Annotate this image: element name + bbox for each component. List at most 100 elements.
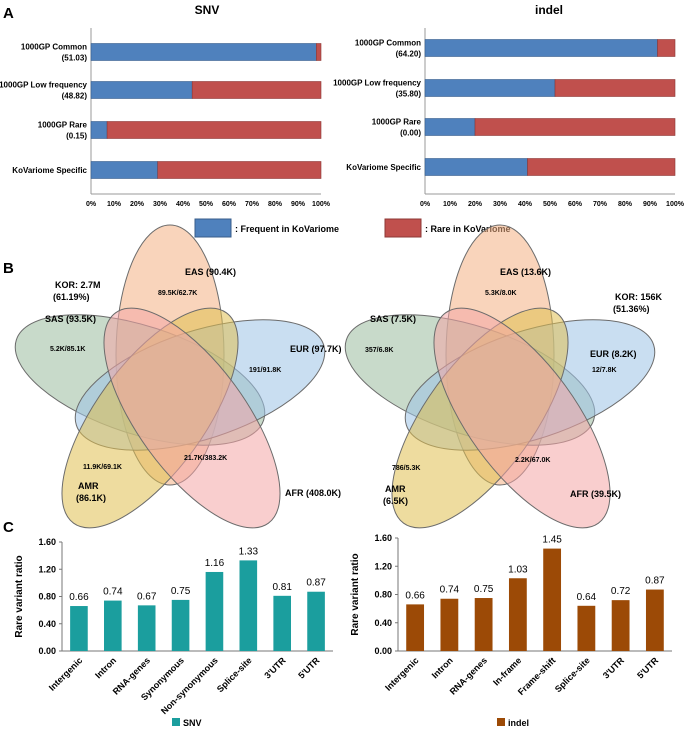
bar-indel-4 (543, 548, 562, 651)
x-tick-indel-7: 70% (593, 201, 608, 208)
category-label-snv-1-1: (48.82) (62, 92, 88, 101)
legend-swatch-snv (172, 718, 180, 726)
y-tick-indel-4: 1.60 (374, 533, 392, 543)
venn-set-label-snv-3-0: AMR (78, 481, 99, 491)
x-tick-snv-0: 0% (86, 201, 97, 208)
legend-panel-a: : Frequent in KoVariome : Rare in KoVario… (194, 218, 511, 238)
venn-set-label-indel-0-0: EAS (13.6K) (500, 267, 551, 277)
venn-value-snv-4: 21.7K/383.2K (184, 455, 227, 462)
category-label-snv-1-0: 1000GP Low frequency (0, 81, 88, 90)
bar-snv-3 (171, 599, 190, 651)
data-label-snv-2: 0.67 (137, 591, 157, 602)
bar-indel-frequent-0 (424, 39, 658, 57)
category-label-indel-3: In-frame (491, 655, 523, 687)
venn-diagram-indel: EAS (13.6K) SAS (7.5K) EUR (8.2K) AMR (6.5K)… (344, 224, 663, 529)
venn-set-label-indel-4-0: AFR (39.5K) (570, 489, 621, 499)
category-label-snv-3-0: KoVariome Specific (12, 166, 87, 175)
bar-snv-0 (70, 606, 88, 651)
bar-snv-rare-0 (316, 43, 322, 61)
bar-indel-2 (474, 598, 493, 651)
venn-value-indel-1: 357/6.8K (365, 347, 393, 354)
y-tick-snv-0: 0.00 (38, 646, 56, 656)
y-axis-label-snv: Rare variant ratio (14, 555, 25, 637)
y-tick-indel-1: 0.40 (374, 618, 392, 628)
x-tick-indel-3: 30% (493, 201, 508, 208)
category-label-indel-7: 5'UTR (635, 655, 661, 681)
bar-indel-rare-1 (554, 79, 676, 97)
bar-indel-rare-2 (474, 118, 676, 136)
x-tick-snv-7: 70% (245, 201, 260, 208)
venn-set-label-snv-1-0: SAS (93.5K) (45, 314, 96, 324)
category-label-indel-2-0: 1000GP Rare (372, 118, 422, 127)
category-label-indel-1-1: (35.80) (396, 90, 422, 99)
venn-diagram-snv: EAS (90.4K) SAS (93.5K) EUR (97.7K) AMR (86.… (14, 224, 342, 529)
y-tick-indel-0: 0.00 (374, 646, 392, 656)
category-label-snv-2-0: 1000GP Rare (38, 121, 88, 130)
bar-indel-3 (508, 578, 527, 651)
legend-swatch-rare (384, 218, 422, 238)
data-label-indel-5: 0.64 (577, 592, 597, 603)
category-label-snv-2-1: (0.15) (66, 132, 87, 141)
x-tick-snv-5: 50% (199, 201, 214, 208)
venn-value-indel-0: 5.3K/8.0K (485, 290, 517, 297)
venn-set-label-snv-5-1: (61.19%) (53, 292, 90, 302)
x-tick-snv-6: 60% (222, 201, 237, 208)
venn-set-label-indel-5-1: (51.36%) (613, 304, 650, 314)
category-label-snv-0: Intergenic (47, 655, 84, 692)
category-label-indel-6: 3'UTR (601, 655, 627, 681)
legend-label-snv: SNV (183, 718, 202, 728)
x-tick-snv-10: 100% (312, 201, 331, 208)
bar-indel-1 (440, 598, 459, 651)
bar-snv-6 (273, 595, 291, 651)
stacked-bar-chart-indel: indel 1000GP Common (64.20) 1000GP Low freq… (333, 3, 685, 208)
venn-set-label-indel-3-0: AMR (385, 484, 406, 494)
bar-chart-indel-ratio: 0.00 0.40 0.80 1.20 1.60 Rare variant ratio 0.… (350, 533, 672, 728)
x-tick-snv-8: 80% (268, 201, 283, 208)
chart-title-indel: indel (535, 3, 563, 17)
bar-indel-6 (611, 600, 630, 651)
y-tick-indel-3: 1.20 (374, 561, 392, 571)
venn-value-snv-0: 89.5K/62.7K (158, 290, 197, 297)
category-label-indel-1: Intron (430, 655, 455, 680)
legend-label-frequent: : Frequent in KoVariome (235, 224, 339, 234)
x-tick-indel-10: 100% (666, 201, 685, 208)
venn-set-label-indel-1-0: SAS (7.5K) (370, 314, 416, 324)
category-label-indel-0-1: (64.20) (396, 50, 422, 59)
data-label-snv-0: 0.66 (69, 592, 89, 603)
category-label-indel-5: Splice-site (553, 655, 592, 694)
bar-indel-5 (577, 605, 596, 651)
bar-indel-7 (645, 589, 664, 651)
legend-label-rare: : Rare in KoVariome (425, 224, 511, 234)
bar-snv-rare-3 (157, 161, 322, 179)
bar-indel-rare-0 (657, 39, 676, 57)
bar-snv-frequent-3 (90, 161, 158, 179)
bar-indel-0 (406, 604, 425, 651)
bar-indel-frequent-2 (424, 118, 476, 136)
bar-snv-rare-2 (106, 121, 322, 139)
bar-snv-5 (239, 560, 258, 651)
x-tick-indel-6: 60% (568, 201, 583, 208)
category-label-snv-4: Non-synonymous (159, 655, 220, 716)
x-tick-indel-0: 0% (420, 201, 431, 208)
y-tick-snv-2: 0.80 (38, 592, 56, 602)
bar-indel-frequent-1 (424, 79, 556, 97)
data-label-snv-6: 0.81 (272, 582, 292, 593)
bar-snv-2 (137, 605, 156, 651)
bar-snv-1 (104, 600, 122, 651)
venn-set-label-indel-2-0: EUR (8.2K) (590, 349, 637, 359)
bar-snv-frequent-2 (90, 121, 108, 139)
data-label-indel-1: 0.74 (440, 585, 460, 596)
category-label-snv-0-1: (51.03) (62, 54, 88, 63)
venn-set-label-snv-3-1: (86.1K) (76, 493, 106, 503)
venn-value-indel-3: 786/5.3K (392, 465, 420, 472)
data-label-snv-1: 0.74 (103, 587, 123, 598)
x-tick-snv-2: 20% (130, 201, 145, 208)
panel-label-b: B (3, 260, 14, 277)
x-tick-indel-1: 10% (443, 201, 458, 208)
legend-label-indel: indel (508, 718, 529, 728)
x-tick-indel-9: 90% (643, 201, 658, 208)
bar-snv-frequent-0 (90, 43, 317, 61)
category-label-indel-0-0: 1000GP Common (355, 39, 421, 48)
panel-label-c: C (3, 519, 14, 536)
category-label-indel-1-0: 1000GP Low frequency (333, 79, 421, 88)
